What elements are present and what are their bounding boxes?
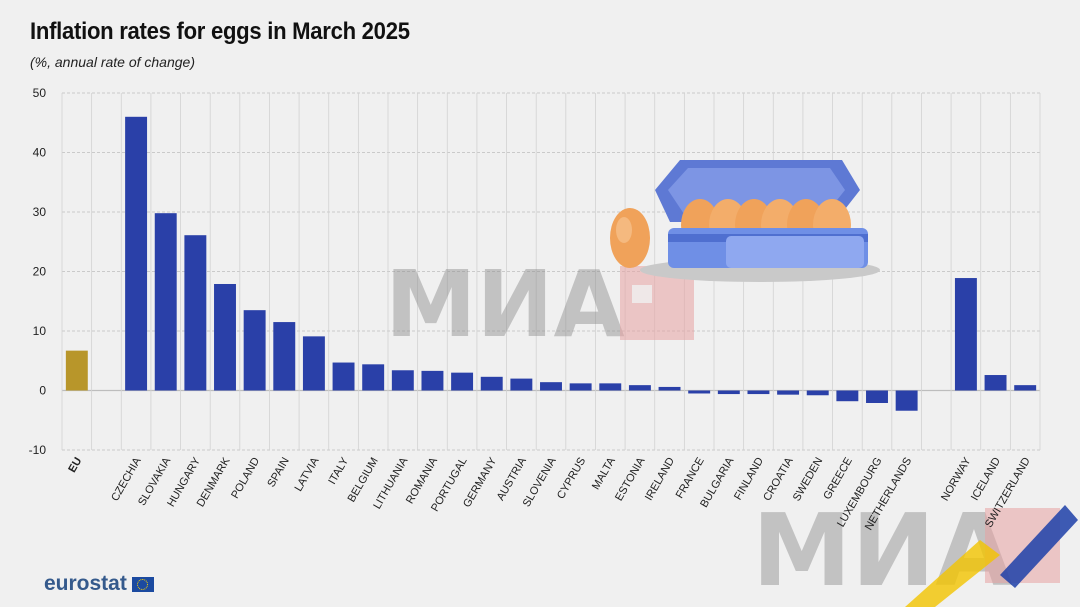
x-tick-label-malta: MALTA	[590, 455, 618, 492]
y-tick-label: 0	[39, 384, 46, 398]
x-tick-label-italy: ITALY	[326, 455, 351, 487]
bar-belgium	[362, 364, 385, 391]
bar-france	[688, 390, 711, 394]
bar-germany	[480, 376, 503, 391]
egg-carton-icon	[610, 160, 880, 282]
chart-subtitle: (%, annual rate of change)	[30, 54, 195, 70]
bar-sweden	[806, 390, 829, 396]
bar-poland	[243, 310, 266, 391]
y-axis-ticks: -10 0 10 20 30 40 50	[29, 86, 47, 457]
x-tick-label-eu: EU	[66, 455, 84, 474]
bar-slovakia	[154, 213, 177, 391]
bar-slovenia	[540, 382, 562, 391]
y-tick-label: 30	[33, 205, 47, 219]
bar-eu	[65, 350, 88, 391]
watermark-text-large: МИА	[752, 492, 1013, 607]
bar-norway	[954, 278, 977, 391]
bar-greece	[836, 390, 859, 402]
bar-netherlands	[895, 390, 918, 411]
bar-italy	[332, 362, 355, 391]
x-tick-label-cyprus: CYPRUS	[555, 456, 588, 502]
watermark-square-inner	[632, 285, 652, 303]
bar-denmark	[214, 283, 236, 391]
watermark-yellow-stripe	[905, 540, 1000, 607]
bar-iceland	[984, 375, 1007, 391]
bar-lithuania	[391, 370, 414, 391]
x-tick-label-france: FRANCE	[674, 456, 707, 501]
chart-title: Inflation rates for eggs in March 2025	[30, 18, 410, 45]
x-tick-label-ireland: IRELAND	[643, 455, 677, 502]
x-tick-label-poland: POLAND	[229, 455, 262, 500]
bar-portugal	[451, 372, 474, 391]
x-tick-label-spain: SPAIN	[265, 455, 292, 489]
bars	[65, 116, 1037, 411]
bar-finland	[747, 390, 770, 395]
watermark-text: МИА	[385, 251, 625, 358]
y-tick-label: -10	[29, 443, 47, 457]
bar-spain	[273, 322, 296, 391]
bar-luxembourg	[866, 390, 888, 403]
eurostat-logo: eurostat	[44, 572, 154, 596]
y-tick-label: 20	[33, 265, 47, 279]
bar-cyprus	[569, 383, 592, 391]
y-tick-label: 40	[33, 146, 47, 160]
bar-czechia	[125, 116, 148, 391]
y-tick-label: 10	[33, 324, 47, 338]
watermark-blue-stripe	[1000, 505, 1078, 588]
y-tick-label: 50	[33, 86, 47, 100]
bar-bulgaria	[717, 390, 740, 395]
bar-hungary	[184, 235, 207, 391]
bar-latvia	[302, 336, 325, 391]
watermark: МИА МИА	[385, 251, 1078, 607]
bar-malta	[599, 383, 622, 391]
bar-austria	[510, 378, 533, 391]
bar-croatia	[777, 390, 800, 395]
x-tick-label-latvia: LATVIA	[293, 455, 322, 494]
bar-romania	[421, 370, 444, 391]
bar-estonia	[628, 385, 651, 391]
eurostat-wordmark: eurostat	[44, 572, 127, 595]
bar-switzerland	[1014, 385, 1037, 391]
eu-flag-icon	[131, 576, 154, 592]
bar-ireland	[658, 386, 681, 391]
